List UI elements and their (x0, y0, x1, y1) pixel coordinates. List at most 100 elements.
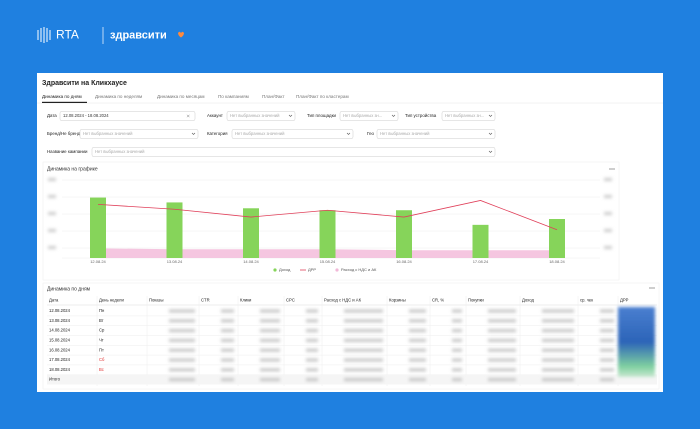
filter-input[interactable] (339, 111, 399, 121)
cell: Ср (99, 328, 105, 333)
column-header[interactable]: CR, % (432, 298, 444, 303)
blurred-cell (600, 358, 614, 362)
blurred-cell (260, 358, 280, 362)
blurred-cell (306, 368, 318, 372)
tab[interactable]: Динамика по месяцам (157, 94, 205, 99)
blurred-cell (221, 368, 234, 372)
tab[interactable]: План/Факт (262, 94, 285, 99)
blurred-cell (600, 348, 614, 352)
chevron[interactable] (488, 150, 493, 153)
blurred-cell (452, 378, 462, 382)
tab[interactable]: Динамика по дням (42, 94, 82, 99)
blurred-axis (48, 178, 612, 249)
blurred-cell (260, 348, 280, 352)
blurred-cell (488, 309, 516, 313)
column-header[interactable]: ср. чек (580, 298, 593, 303)
blurred-cell (260, 309, 280, 313)
column-header[interactable]: Доход (522, 298, 534, 303)
chevron[interactable] (288, 114, 293, 117)
chevron[interactable] (488, 132, 493, 135)
blurred-cell (306, 348, 318, 352)
chevron[interactable] (391, 114, 396, 117)
column-header[interactable]: CPC (286, 298, 295, 303)
filter-value: 12.08.2024 - 18.08.2024 (63, 113, 109, 118)
column-header[interactable]: Дата (49, 298, 59, 303)
blurred-cell (488, 378, 516, 382)
partner-logo: здравсити (110, 29, 167, 41)
blurred-cell (344, 358, 383, 362)
cell: 17.08.2024 (49, 357, 71, 362)
blurred-cell (542, 368, 574, 372)
tab[interactable]: Динамика по неделям (95, 94, 142, 99)
blurred-cell (344, 338, 383, 342)
blurred-cell (409, 358, 426, 362)
chevron[interactable] (346, 132, 351, 135)
blurred-cell (600, 368, 614, 372)
cell: 13.08.2024 (49, 318, 71, 323)
column-header[interactable]: Клики (240, 298, 252, 303)
blurred-cell (452, 368, 462, 372)
cell: 15.08.2024 (49, 338, 71, 343)
chevron[interactable] (191, 132, 196, 135)
blurred-cell (409, 319, 426, 323)
column-header[interactable]: Покупки (468, 298, 484, 303)
heart-icon (178, 31, 184, 38)
blurred-cell (344, 378, 383, 382)
cell: Чт (99, 338, 104, 343)
blurred-cell (306, 378, 318, 382)
chevron[interactable] (488, 114, 493, 117)
line (97, 200, 558, 231)
menu-dots[interactable] (609, 168, 615, 170)
filter-input[interactable] (91, 147, 496, 157)
chart-title: Динамика на графике (47, 166, 98, 172)
column-header[interactable]: ДРР (620, 298, 629, 303)
filter-input[interactable] (59, 111, 196, 121)
filter-label: Аккаунт (207, 113, 223, 118)
column-header[interactable]: День недели (99, 298, 124, 303)
filter-input[interactable] (376, 129, 496, 139)
column-header[interactable]: Показы (149, 298, 163, 303)
blurred-cell (169, 319, 195, 323)
blurred-cell (542, 329, 574, 333)
column-header[interactable]: CTR (201, 298, 210, 303)
blurred-cell (169, 358, 195, 362)
blurred-cell (488, 368, 516, 372)
tab[interactable]: По кампаниям (218, 94, 249, 99)
blurred-cell (344, 329, 383, 333)
filter-label: Бренд/Не бренд (47, 131, 81, 136)
filter-label: Тип устройства (405, 113, 437, 118)
tab[interactable]: План/Факт по кластерам (296, 94, 349, 99)
logo (37, 27, 51, 43)
blurred-cell (260, 378, 280, 382)
blurred-cell (488, 329, 516, 333)
blurred-cell (542, 338, 574, 342)
filter-label: Гео (367, 131, 375, 136)
filter-label: Название кампании (47, 149, 88, 154)
filter-input[interactable] (231, 129, 354, 139)
blurred-cell (221, 338, 234, 342)
bar (549, 219, 565, 258)
blurred-cell (488, 348, 516, 352)
filter-input[interactable] (226, 111, 296, 121)
filter-label: Дата (47, 113, 57, 118)
filter-input[interactable] (79, 129, 199, 139)
menu-dots[interactable] (649, 287, 655, 289)
blurred-cell (452, 329, 462, 333)
column-header[interactable]: Корзины (389, 298, 406, 303)
x-tick-label: 15.08.24 (320, 259, 336, 264)
filter-input[interactable] (441, 111, 496, 121)
filter-value: Нет выбранных зн... (343, 113, 382, 118)
blurred-cell (542, 348, 574, 352)
bar (472, 224, 489, 258)
clear-icon[interactable] (186, 114, 190, 118)
blurred-cell (409, 378, 426, 382)
cell: Сб (99, 357, 105, 362)
blurred-cell (542, 309, 574, 313)
cell: Пн (99, 308, 105, 313)
blurred-cell (409, 309, 426, 313)
column-header[interactable]: Расход с НДС и АК (324, 298, 362, 303)
blurred-cell (169, 338, 195, 342)
filter-label: Категория (207, 131, 228, 136)
